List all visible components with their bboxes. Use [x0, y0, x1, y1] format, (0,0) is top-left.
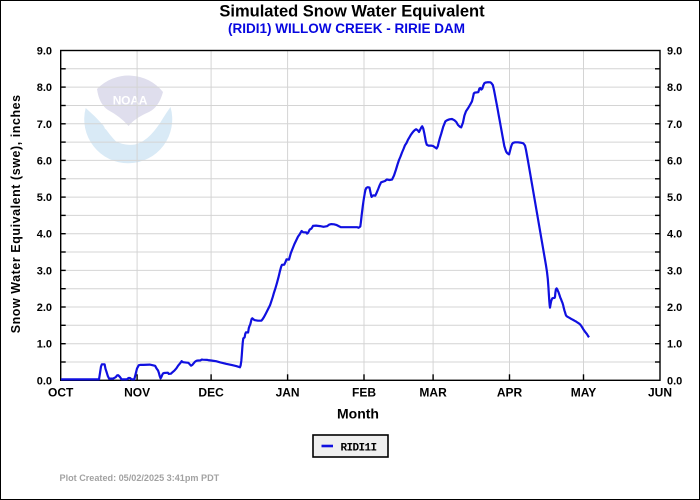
svg-text:JAN: JAN	[276, 386, 300, 400]
svg-text:NOV: NOV	[124, 386, 150, 400]
svg-text:3.0: 3.0	[667, 265, 682, 277]
svg-text:APR: APR	[497, 386, 523, 400]
svg-text:5.0: 5.0	[667, 192, 682, 204]
svg-text:4.0: 4.0	[667, 229, 682, 241]
svg-text:2.0: 2.0	[37, 302, 52, 314]
svg-text:DEC: DEC	[198, 386, 224, 400]
svg-text:6.0: 6.0	[667, 155, 682, 167]
svg-text:1.0: 1.0	[667, 339, 682, 351]
svg-text:7.0: 7.0	[667, 119, 682, 131]
svg-text:3.0: 3.0	[37, 265, 52, 277]
svg-text:MAY: MAY	[571, 386, 597, 400]
svg-text:Snow Water Equivalent (swe),: Snow Water Equivalent (swe), inches	[9, 94, 23, 333]
svg-text:6.0: 6.0	[37, 155, 52, 167]
svg-text:NOAA: NOAA	[113, 94, 148, 108]
svg-text:FEB: FEB	[352, 386, 376, 400]
svg-text:Month: Month	[337, 406, 379, 422]
svg-text:5.0: 5.0	[37, 192, 52, 204]
svg-text:RIDI1I: RIDI1I	[341, 443, 377, 455]
svg-text:7.0: 7.0	[37, 119, 52, 131]
svg-text:JUN: JUN	[648, 386, 672, 400]
svg-text:9.0: 9.0	[37, 46, 52, 58]
svg-text:OCT: OCT	[48, 386, 74, 400]
svg-text:(RIDI1) WILLOW CREEK - RIRIE D: (RIDI1) WILLOW CREEK - RIRIE DAM	[228, 21, 465, 36]
svg-text:8.0: 8.0	[667, 82, 682, 94]
svg-text:4.0: 4.0	[37, 229, 52, 241]
svg-text:Plot Created: 05/02/2025 3:41p: Plot Created: 05/02/2025 3:41pm PDT	[60, 473, 220, 483]
svg-text:9.0: 9.0	[667, 46, 682, 58]
svg-text:2.0: 2.0	[667, 302, 682, 314]
svg-text:0.0: 0.0	[37, 375, 52, 387]
svg-text:Simulated Snow Water Equivalen: Simulated Snow Water Equivalent	[219, 2, 485, 20]
svg-text:0.0: 0.0	[667, 375, 682, 387]
svg-text:8.0: 8.0	[37, 82, 52, 94]
svg-text:MAR: MAR	[419, 386, 447, 400]
svg-text:1.0: 1.0	[37, 339, 52, 351]
